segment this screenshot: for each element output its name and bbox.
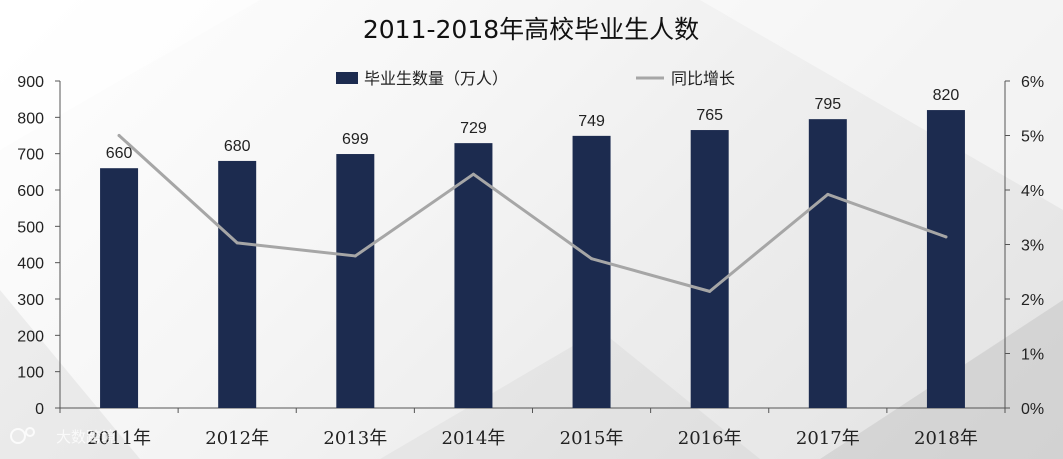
x-tick-label: 2012年	[205, 428, 269, 449]
y-tick-label-left: 600	[17, 183, 44, 200]
y-tick-label-right: 1%	[1021, 347, 1044, 364]
y-tick-label-left: 800	[17, 110, 44, 127]
bar-value-label: 660	[106, 145, 133, 162]
y-tick-label-left: 200	[17, 328, 44, 345]
bar-value-label: 820	[933, 87, 960, 104]
growth-point	[590, 257, 594, 261]
growth-line	[117, 134, 948, 293]
y-tick-label-left: 900	[17, 74, 44, 91]
legend-label-line: 同比增长	[671, 69, 735, 88]
bar	[100, 168, 139, 408]
bar	[690, 130, 729, 409]
watermark-text: 大数跨境	[56, 428, 116, 446]
y-tick-label-right: 4%	[1021, 183, 1044, 200]
watermark-logo-dot-icon	[25, 427, 35, 437]
bar-value-label: 795	[814, 96, 841, 113]
bar-value-label: 699	[342, 131, 369, 148]
bar	[218, 160, 257, 408]
growth-point	[235, 241, 239, 245]
growth-point	[353, 254, 357, 258]
y-tick-label-right: 0%	[1021, 401, 1044, 418]
legend-label-bar: 毕业生数量（万人）	[364, 69, 508, 88]
bar-value-label: 680	[224, 138, 251, 155]
y-tick-label-left: 700	[17, 147, 44, 164]
data-labels: 660 680 699 729 749 765 795 820	[106, 87, 960, 162]
x-tick-label: 2014年	[442, 428, 506, 449]
y-tick-label-left: 0	[35, 401, 44, 418]
bar-series	[100, 110, 965, 409]
legend-swatch-bar	[336, 72, 358, 84]
chart-title: 2011-2018年高校毕业生人数	[363, 15, 699, 44]
y-tick-label-left: 400	[17, 256, 44, 273]
bar-value-label: 765	[696, 107, 723, 124]
x-tick-label: 2011年	[87, 428, 151, 449]
x-tick-label: 2017年	[796, 428, 860, 449]
growth-point	[826, 192, 830, 196]
bar	[572, 135, 611, 408]
growth-point	[471, 172, 475, 176]
growth-point	[117, 134, 121, 137]
legend: 毕业生数量（万人） 同比增长	[336, 69, 735, 88]
y-tick-label-right: 2%	[1021, 292, 1044, 309]
x-tick-label: 2018年	[914, 428, 978, 449]
growth-point	[708, 289, 712, 293]
bar	[808, 119, 847, 409]
y-tick-label-left: 100	[17, 365, 44, 382]
x-tick-label: 2015年	[560, 428, 624, 449]
bar-value-label: 749	[578, 113, 605, 130]
bar	[454, 143, 493, 408]
y-tick-label-left: 300	[17, 292, 44, 309]
line-series	[117, 134, 948, 293]
y-tick-label-left: 500	[17, 219, 44, 236]
y-tick-label-right: 5%	[1021, 129, 1044, 146]
bar-value-label: 729	[460, 120, 487, 137]
growth-point	[944, 235, 948, 239]
axes: 0 100 200 300 400 500 600 700 800 900 0% 1% 2% 3% 4% 5%…	[17, 74, 1044, 449]
x-tick-label: 2013年	[323, 428, 387, 449]
y-tick-label-right: 3%	[1021, 238, 1044, 255]
watermark: 大数跨境	[10, 427, 116, 446]
watermark-logo-icon	[10, 428, 26, 444]
x-tick-label: 2016年	[678, 428, 742, 449]
y-tick-label-right: 6%	[1021, 74, 1044, 91]
bar	[926, 110, 965, 409]
bar	[336, 154, 375, 408]
